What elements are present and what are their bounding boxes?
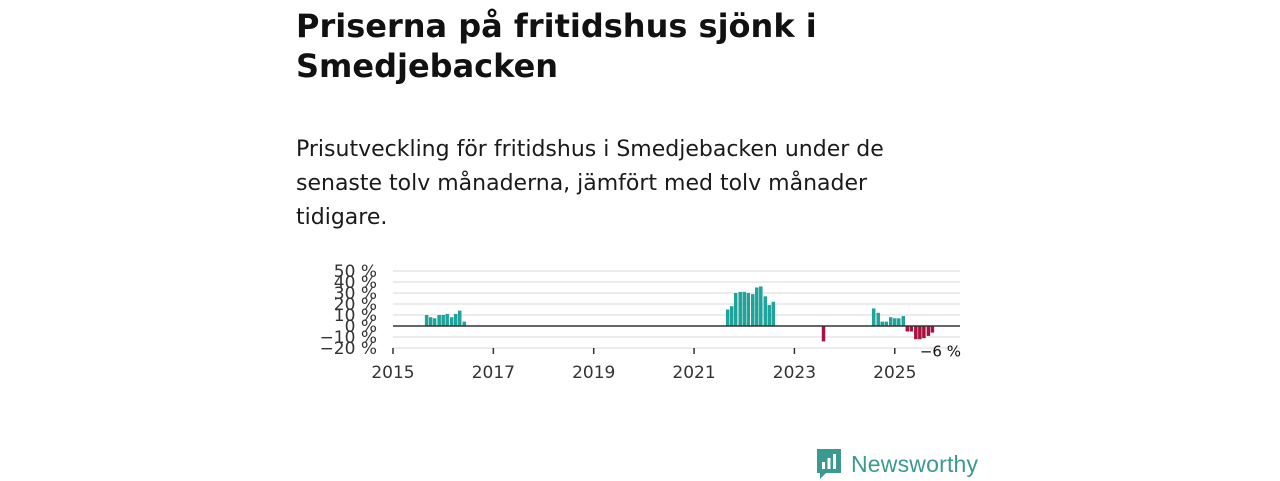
bar [922, 326, 926, 339]
bar [441, 315, 445, 326]
y-tick-label: −10 % [320, 328, 377, 348]
y-tick-label: 20 % [334, 295, 377, 315]
bar [729, 306, 734, 326]
bars [424, 286, 935, 342]
price-change-bar-chart: −20 %−10 %0 %10 %20 %30 %40 %50 % 2015 201… [320, 262, 961, 383]
bar [738, 291, 742, 326]
bar [926, 326, 931, 336]
bar [725, 309, 730, 326]
bar [821, 326, 826, 342]
bar [905, 326, 910, 332]
y-tick-label: −20 % [320, 339, 377, 359]
bar [871, 308, 876, 326]
axes [392, 325, 960, 354]
newsworthy-logo-text: Newsworthy [851, 450, 979, 477]
bar [909, 326, 914, 332]
bar [453, 313, 458, 326]
bar [445, 313, 449, 326]
bar [914, 326, 918, 340]
chart-subtitle: Prisutveckling för fritidshus i Smedjeba… [296, 137, 884, 230]
newsworthy-brand: Newsworthy [815, 447, 978, 481]
x-tick-label: 2017 [472, 363, 515, 383]
x-tick-label: 2023 [773, 363, 816, 383]
bar [457, 310, 462, 326]
bar [763, 296, 768, 326]
bar [759, 286, 763, 326]
gridlines [393, 270, 960, 349]
chart-title: Priserna på fritidshus sjönk i Smedjebac… [296, 7, 817, 85]
bar [889, 317, 893, 326]
x-tick-label: 2021 [672, 363, 715, 383]
bar [432, 318, 437, 326]
bar [880, 321, 884, 326]
last-value-annotation: −6 % [920, 343, 961, 361]
y-tick-label: 10 % [334, 306, 377, 326]
bar [751, 294, 755, 326]
x-tick-label: 2025 [873, 363, 916, 383]
bar [742, 291, 746, 326]
bar [918, 326, 922, 340]
y-tick-label: 30 % [334, 284, 377, 304]
y-tick-label: 0 % [345, 317, 377, 337]
bar [901, 316, 906, 326]
bar [424, 315, 429, 326]
bar [771, 301, 776, 326]
bar [897, 318, 901, 326]
x-tick-label: 2019 [572, 363, 615, 383]
bar [428, 317, 433, 326]
bar [767, 305, 772, 326]
y-tick-label: 40 % [334, 273, 377, 293]
bar [462, 321, 467, 326]
newsworthy-logo-icon [817, 449, 841, 479]
bar [746, 293, 751, 326]
bar [449, 317, 454, 326]
bar [893, 318, 897, 326]
bar [884, 321, 888, 326]
bar [755, 287, 759, 326]
bar [930, 326, 935, 333]
bar [733, 293, 738, 326]
y-tick-label: 50 % [334, 262, 377, 282]
bar [876, 312, 880, 326]
x-tick-label: 2015 [371, 363, 414, 383]
tick-labels: −20 %−10 %0 %10 %20 %30 %40 %50 % 2015 201… [320, 262, 961, 383]
bar [437, 315, 441, 326]
